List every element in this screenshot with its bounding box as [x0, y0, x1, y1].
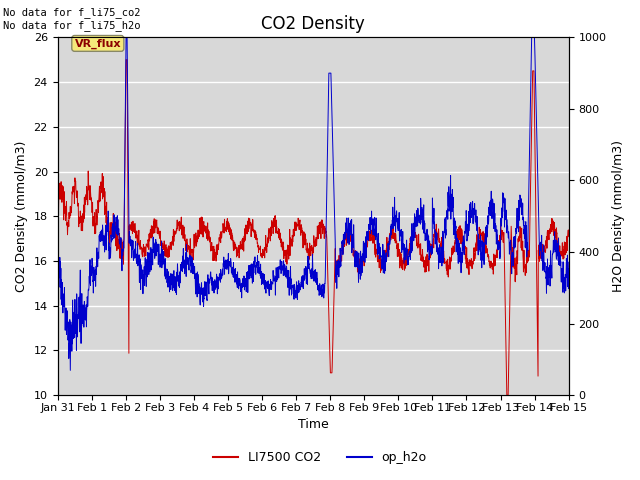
Y-axis label: CO2 Density (mmol/m3): CO2 Density (mmol/m3): [15, 141, 28, 292]
Text: VR_flux: VR_flux: [75, 38, 121, 48]
Y-axis label: H2O Density (mmol/m3): H2O Density (mmol/m3): [612, 140, 625, 292]
Text: No data for f_li75_co2
No data for f_li75_h2o: No data for f_li75_co2 No data for f_li7…: [3, 7, 141, 31]
Title: CO2 Density: CO2 Density: [261, 15, 365, 33]
Legend: LI7500 CO2, op_h2o: LI7500 CO2, op_h2o: [209, 446, 431, 469]
X-axis label: Time: Time: [298, 419, 328, 432]
